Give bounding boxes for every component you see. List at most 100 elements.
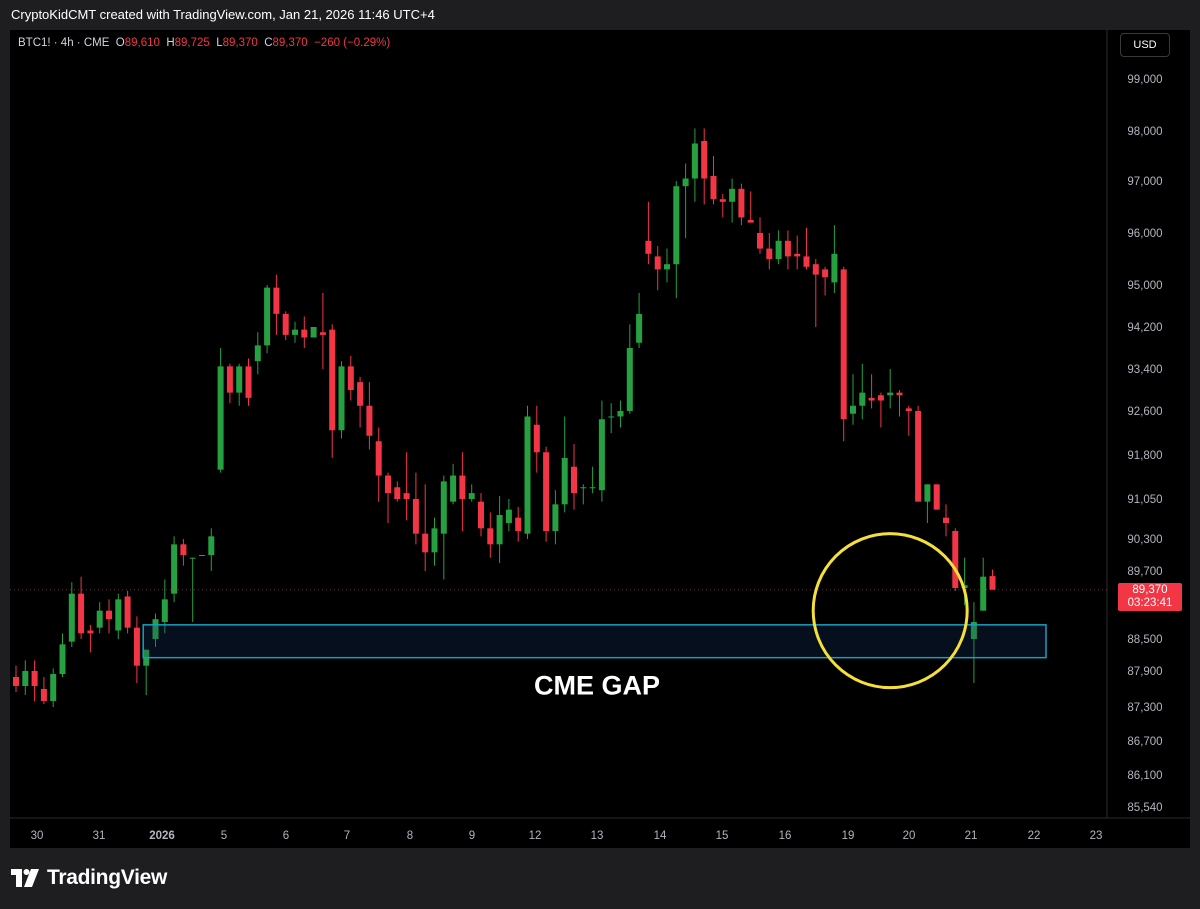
candle-body xyxy=(440,481,447,534)
candle-body xyxy=(40,689,47,701)
candle-body xyxy=(459,475,466,499)
x-tick-label: 23 xyxy=(1090,830,1103,842)
y-tick-label: 85,540 xyxy=(1127,802,1162,814)
candle-body xyxy=(812,264,819,275)
candle-body xyxy=(375,441,382,476)
candle-body xyxy=(645,240,652,254)
candle-body xyxy=(887,392,894,396)
candle-body xyxy=(840,269,847,420)
x-tick-label: 6 xyxy=(283,830,289,842)
candle-body xyxy=(738,188,745,218)
tradingview-logo-icon xyxy=(11,869,39,887)
candle-body xyxy=(357,382,364,406)
ohlc-legend: BTC1! · 4h · CME O89,610 H89,725 L89,370… xyxy=(18,37,390,49)
candle-body xyxy=(199,555,205,556)
y-tick-label: 98,000 xyxy=(1127,126,1162,138)
candle-body xyxy=(701,141,708,179)
candle-body xyxy=(729,188,736,202)
candle-body xyxy=(59,644,66,674)
candle-body xyxy=(264,287,271,346)
candle-body xyxy=(254,345,261,362)
candle-body xyxy=(543,452,550,531)
candle-body xyxy=(115,599,122,631)
candle-body xyxy=(505,509,512,523)
candle-body xyxy=(412,499,419,534)
open-value: 89,610 xyxy=(124,37,160,49)
candle-body xyxy=(422,533,429,553)
candle-body xyxy=(970,622,977,639)
x-tick-label: 31 xyxy=(93,830,106,842)
candle-body xyxy=(803,256,810,267)
candle-body xyxy=(468,493,475,499)
candle-body xyxy=(924,484,931,502)
candle-body xyxy=(617,411,624,417)
y-tick-label: 99,000 xyxy=(1127,74,1162,86)
candle-body xyxy=(319,332,326,335)
candle-body xyxy=(636,313,643,343)
candle-body xyxy=(496,515,503,545)
y-tick-label: 86,700 xyxy=(1127,736,1162,748)
y-tick-label: 87,900 xyxy=(1127,666,1162,678)
candle-body xyxy=(189,557,196,559)
chart-area[interactable]: 99,000 98,000 97,000 96,000 95,000 94,200 93,4… xyxy=(10,30,1190,848)
bar-countdown: 03:23:41 xyxy=(1127,597,1173,609)
candle-body xyxy=(598,419,605,491)
candle-body xyxy=(22,671,29,686)
y-tick-label: 88,500 xyxy=(1127,634,1162,646)
candle-body xyxy=(747,220,754,223)
candle-body xyxy=(989,576,996,590)
x-tick-label: 14 xyxy=(654,830,667,842)
candle-body xyxy=(106,610,112,620)
y-tick-label: 89,700 xyxy=(1127,566,1162,578)
symbol-label[interactable]: BTC1! · 4h · CME xyxy=(18,37,110,49)
candle-body xyxy=(608,416,615,418)
candle-body xyxy=(691,143,698,179)
low-label: L xyxy=(216,37,223,49)
candle-body xyxy=(654,256,661,270)
candle-body xyxy=(385,475,391,494)
candle-body xyxy=(766,248,773,259)
candle-body xyxy=(719,199,726,202)
candle-body xyxy=(236,366,243,393)
candle-body xyxy=(366,405,373,436)
candle-body xyxy=(915,411,922,502)
candle-body xyxy=(394,487,401,499)
candle-body xyxy=(664,264,670,270)
candle-body xyxy=(877,395,884,401)
candle-body xyxy=(868,397,875,401)
x-tick-label: 5 xyxy=(221,830,227,842)
candle-body xyxy=(943,517,949,523)
close-value: 89,370 xyxy=(272,37,308,49)
candle-body xyxy=(96,610,103,628)
candle-body xyxy=(822,269,829,278)
candle-body xyxy=(710,176,717,200)
high-label: H xyxy=(166,37,175,49)
candle-body xyxy=(13,677,19,686)
candle-body xyxy=(450,475,457,502)
last-price-tag: 89,370 03:23:41 xyxy=(1118,583,1182,611)
x-tick-label: 13 xyxy=(591,830,604,842)
candle-body xyxy=(673,186,680,265)
candle-body xyxy=(152,619,159,639)
candle-body xyxy=(933,484,940,510)
low-value: 89,370 xyxy=(222,37,258,49)
candle-body xyxy=(561,457,568,505)
candle-body xyxy=(68,593,75,642)
x-tick-label: 12 xyxy=(529,830,542,842)
candle-body xyxy=(226,366,233,393)
candle-body xyxy=(87,630,94,634)
cme-gap-label: CME GAP xyxy=(534,671,660,701)
candle-body xyxy=(50,674,57,701)
open-label: O xyxy=(115,37,125,49)
x-tick-label: 7 xyxy=(344,830,350,842)
x-tick-label: 15 xyxy=(716,830,729,842)
tradingview-logo[interactable]: TradingView xyxy=(11,866,167,890)
y-tick-label: 90,300 xyxy=(1127,534,1162,546)
currency-button[interactable]: USD xyxy=(1120,33,1170,57)
x-tick-label: 19 xyxy=(842,830,855,842)
candle-body xyxy=(78,593,85,634)
high-value: 89,725 xyxy=(174,37,210,49)
candle-body xyxy=(831,253,838,283)
x-tick-label: 20 xyxy=(903,830,916,842)
x-tick-label: 21 xyxy=(965,830,978,842)
